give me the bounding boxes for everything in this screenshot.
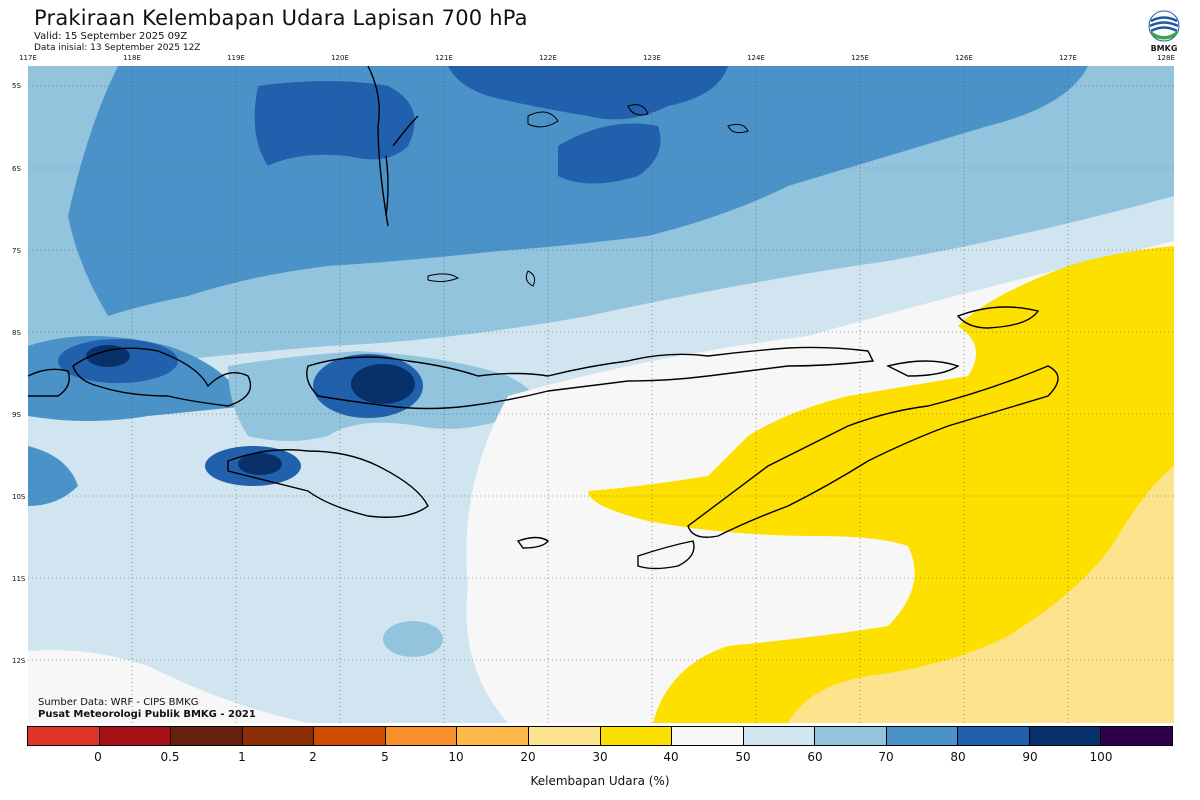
- colorbar-cell: [1101, 727, 1172, 745]
- colorbar-cell: [314, 727, 386, 745]
- valid-time: Valid: 15 September 2025 09Z: [34, 31, 188, 42]
- bmkg-logo: [1148, 10, 1180, 42]
- colorbar-label: 5: [381, 750, 389, 764]
- lon-label: 122E: [539, 54, 557, 62]
- humidity-70-80-zone: [28, 446, 78, 506]
- colorbar-label: 80: [950, 750, 966, 764]
- colorbar-label: 10: [448, 750, 464, 764]
- colorbar-cell: [743, 727, 816, 745]
- logo-text: BMKG: [1150, 44, 1178, 53]
- colorbar-label: 2: [309, 750, 317, 764]
- wetar-coast: [956, 306, 1040, 329]
- colorbar: [27, 726, 1173, 746]
- rote-coast: [637, 540, 695, 570]
- humidity-70-80-zone: [383, 621, 443, 657]
- colorbar-label: 90: [1022, 750, 1038, 764]
- colorbar-label: 0.5: [160, 750, 180, 764]
- humidity-map: [28, 66, 1174, 723]
- colorbar-label: 30: [592, 750, 608, 764]
- humidity-40-50-zone: [28, 650, 308, 723]
- colorbar-label: 100: [1089, 750, 1113, 764]
- colorbar-label: 20: [520, 750, 536, 764]
- colorbar-cell: [886, 727, 959, 745]
- lat-label: 8S: [12, 329, 21, 337]
- timor-coast: [687, 365, 1059, 538]
- credit-source: Sumber Data: WRF - CIPS BMKG: [38, 697, 199, 708]
- lon-label: 127E: [1059, 54, 1077, 62]
- credit-org: Pusat Meteorologi Publik BMKG - 2021: [38, 709, 256, 720]
- small-islands: [427, 104, 749, 287]
- colorbar-cell: [28, 727, 100, 745]
- colorbar-label: 40: [663, 750, 679, 764]
- colorbar-cell: [600, 727, 673, 745]
- lon-label: 120E: [331, 54, 349, 62]
- lon-label: 124E: [747, 54, 765, 62]
- graticule: [28, 66, 1174, 723]
- colorbar-cell: [1029, 727, 1102, 745]
- lon-label: 126E: [955, 54, 973, 62]
- colorbar-label: 1: [238, 750, 246, 764]
- coastlines: [28, 66, 1059, 570]
- lat-label: 9S: [12, 411, 21, 419]
- lat-label: 12S: [12, 657, 26, 665]
- sumba-coast: [227, 449, 429, 518]
- lombok-coast: [28, 368, 70, 397]
- alor-coast: [885, 360, 960, 377]
- flores-coast: [306, 346, 875, 410]
- colorbar-cell: [528, 727, 601, 745]
- colorbar-cell: [99, 727, 172, 745]
- lon-label: 119E: [227, 54, 245, 62]
- colorbar-cell: [672, 727, 744, 745]
- lon-label: 121E: [435, 54, 453, 62]
- lon-label: 123E: [643, 54, 661, 62]
- colorbar-label: 70: [878, 750, 894, 764]
- humidity-90-100-zone: [351, 364, 415, 404]
- humidity-30-40-zone: [588, 246, 1174, 723]
- sumbawa-coast: [72, 347, 252, 407]
- humidity-80-90-zone: [558, 123, 661, 184]
- colorbar-cell: [242, 727, 315, 745]
- colorbar-cell: [457, 727, 529, 745]
- map-title: Prakiraan Kelembapan Udara Lapisan 700 h…: [34, 6, 528, 30]
- lat-label: 5S: [12, 82, 21, 90]
- humidity-80-90-zone: [254, 81, 415, 166]
- colorbar-label: 60: [807, 750, 823, 764]
- humidity-90-100-zone: [238, 453, 282, 475]
- colorbar-cell: [815, 727, 887, 745]
- lat-label: 11S: [12, 575, 26, 583]
- colorbar-label: 0: [94, 750, 102, 764]
- lon-label: 118E: [123, 54, 141, 62]
- humidity-80-90-zone: [448, 66, 728, 120]
- lon-label: 117E: [19, 54, 37, 62]
- colorbar-title: Kelembapan Udara (%): [530, 774, 670, 788]
- lat-label: 7S: [12, 247, 21, 255]
- humidity-90-100-zone: [86, 345, 130, 367]
- sawu-coast: [516, 536, 549, 549]
- lat-label: 10S: [12, 493, 26, 501]
- humidity-20-30-zone: [788, 466, 1174, 723]
- lon-label: 128E: [1157, 54, 1175, 62]
- colorbar-cell: [958, 727, 1030, 745]
- colorbar-cell: [171, 727, 243, 745]
- colorbar-cell: [385, 727, 458, 745]
- selayar-coast: [385, 155, 389, 217]
- lat-label: 6S: [12, 165, 21, 173]
- colorbar-label: 50: [735, 750, 751, 764]
- lon-label: 125E: [851, 54, 869, 62]
- sulawesi-south: [367, 66, 419, 227]
- init-time: Data inisial: 13 September 2025 12Z: [34, 43, 201, 53]
